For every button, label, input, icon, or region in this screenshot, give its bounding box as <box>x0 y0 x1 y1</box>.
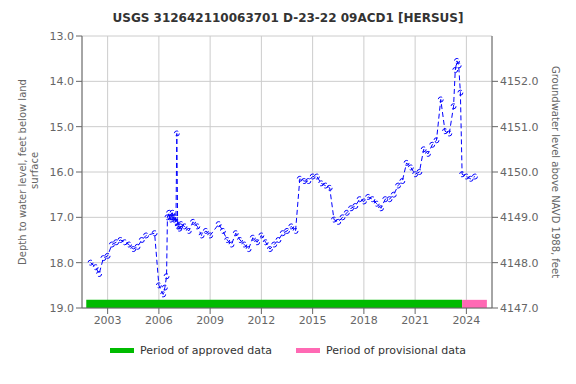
svg-text:13.0: 13.0 <box>50 30 75 43</box>
svg-text:4151.0: 4151.0 <box>500 121 539 134</box>
svg-text:2024: 2024 <box>452 314 480 327</box>
svg-text:18.0: 18.0 <box>50 257 75 270</box>
svg-text:2018: 2018 <box>350 314 378 327</box>
svg-text:Groundwater level above NAVD 1: Groundwater level above NAVD 1988, feet <box>550 66 561 278</box>
svg-text:2003: 2003 <box>94 314 122 327</box>
svg-text:2012: 2012 <box>247 314 275 327</box>
svg-text:4148.0: 4148.0 <box>500 257 539 270</box>
svg-text:19.0: 19.0 <box>50 302 75 315</box>
svg-text:15.0: 15.0 <box>50 121 75 134</box>
svg-text:4149.0: 4149.0 <box>500 211 539 224</box>
svg-text:2015: 2015 <box>299 314 327 327</box>
svg-text:Depth to water level, feet bel: Depth to water level, feet below land su… <box>17 79 40 265</box>
svg-text:16.0: 16.0 <box>50 166 75 179</box>
svg-text:2006: 2006 <box>145 314 173 327</box>
html-text:USGS 312642110063701 D-23-22 0: USGS 312642110063701 D-23-22 09ACD1 [HER… <box>112 11 464 25</box>
svg-text:4152.0: 4152.0 <box>500 75 539 88</box>
svg-text:2009: 2009 <box>196 314 224 327</box>
svg-text:14.0: 14.0 <box>50 75 75 88</box>
svg-text:4150.0: 4150.0 <box>500 166 539 179</box>
html-text:Period of provisional data: Period of provisional data <box>326 343 467 357</box>
svg-text:17.0: 17.0 <box>50 211 75 224</box>
html-text:Period of approved data: Period of approved data <box>139 343 273 357</box>
svg-text:2021: 2021 <box>401 314 429 327</box>
svg-text:4147.0: 4147.0 <box>500 302 539 315</box>
